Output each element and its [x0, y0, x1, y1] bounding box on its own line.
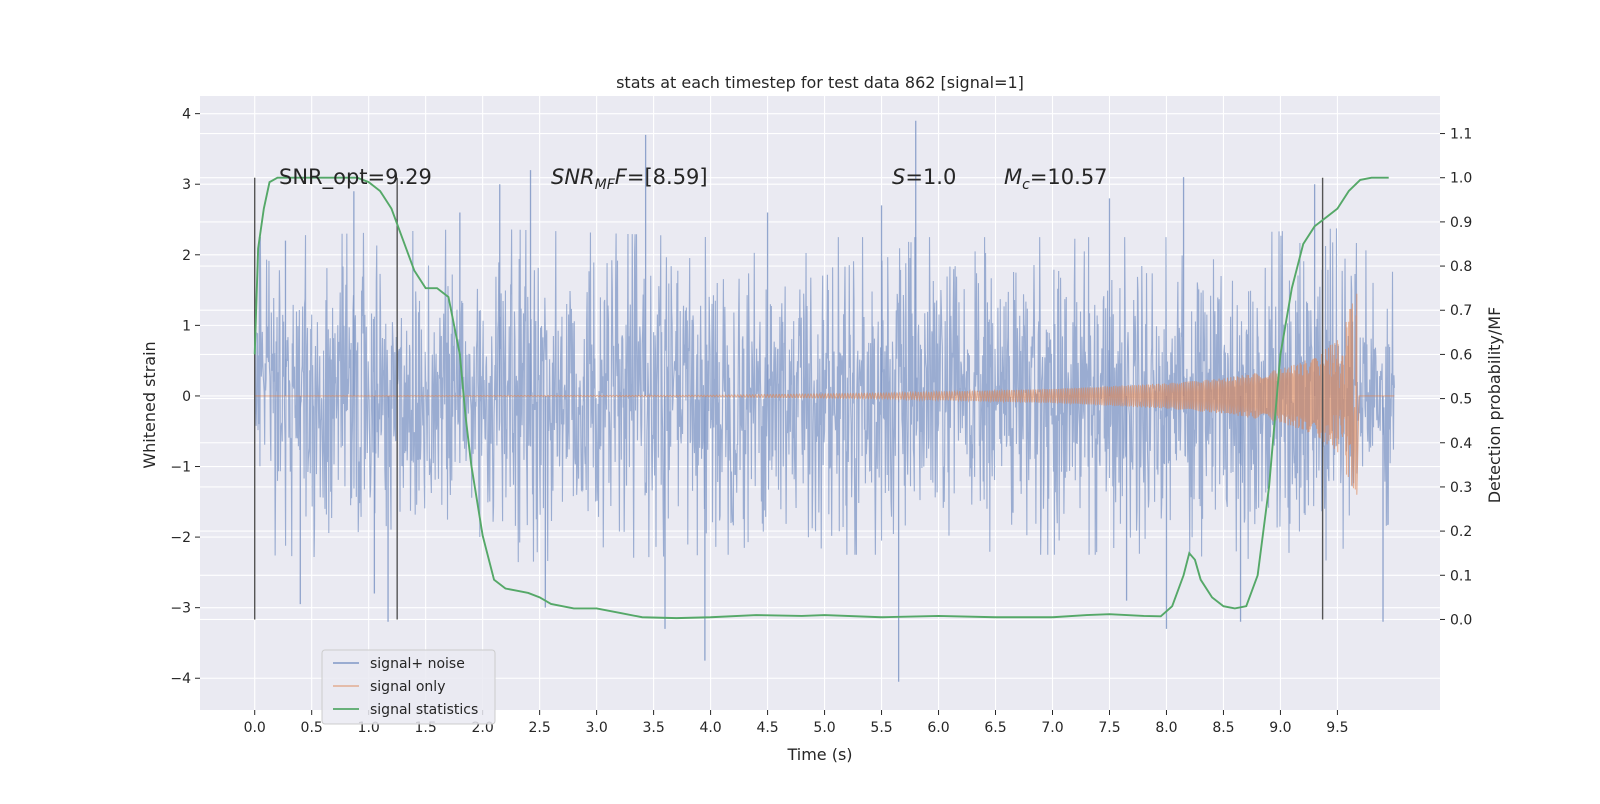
x-tick-label: 9.5 [1326, 720, 1348, 736]
legend-label-signal-only: signal only [370, 679, 445, 695]
x-tick-label: 3.0 [585, 720, 607, 736]
y-axis-right-ticks: 1.1 1.0 0.9 0.8 0.7 0.6 0.5 0.4 0.3 0.2 0.1 0.0 [1440, 127, 1472, 628]
y-right-tick-label: 0.8 [1450, 259, 1472, 275]
x-tick-label: 5.0 [813, 720, 835, 736]
y-tick-label: 1 [182, 318, 191, 334]
annotation-snr-opt: SNR_opt=9.29 [279, 165, 432, 190]
y-tick-label: 3 [182, 177, 191, 193]
annotation-mc: Mc=10.57 [1004, 165, 1108, 193]
y-tick-label: −3 [170, 601, 191, 617]
y-tick-label: −1 [170, 460, 191, 476]
vertical-markers [254, 177, 1324, 620]
x-tick-label: 7.5 [1098, 720, 1120, 736]
x-tick-label: 0.0 [244, 720, 266, 736]
x-tick-label: 7.0 [1041, 720, 1063, 736]
y-axis-ticks: 4 3 2 1 0 −1 −2 −3 −4 [170, 107, 200, 687]
y-right-tick-label: 0.2 [1450, 524, 1472, 540]
legend-box [321, 649, 496, 725]
y-right-tick-label: 0.5 [1450, 392, 1472, 408]
x-tick-label: 0.5 [301, 720, 323, 736]
signal-only-line [254, 293, 1395, 495]
x-tick-label: 6.5 [984, 720, 1006, 736]
legend-label-signal-noise: signal+ noise [370, 656, 465, 672]
x-axis-label: Time (s) [786, 745, 852, 764]
x-tick-label: 6.0 [927, 720, 949, 736]
y-right-tick-label: 1.1 [1450, 127, 1472, 143]
annotation-snr-mf: SNRMFF=[8.59] [551, 165, 708, 193]
signal-noise-line [254, 228, 1395, 563]
y-axis-label: Whitened strain [140, 341, 159, 468]
y-right-tick-label: 0.6 [1450, 347, 1472, 363]
x-tick-label: 4.5 [756, 720, 778, 736]
signal-only-series [254, 293, 1395, 495]
y-right-tick-label: 0.3 [1450, 480, 1472, 496]
annotation-s: S=1.0 [892, 165, 956, 189]
signal-statistics-series [253, 176, 1389, 620]
y-right-tick-label: 0.9 [1450, 215, 1472, 231]
y-right-tick-label: 0.4 [1450, 436, 1472, 452]
y-right-tick-label: 0.1 [1450, 568, 1472, 584]
x-axis-ticks: 0.0 0.5 1.0 1.5 2.0 2.5 3.0 3.5 4.0 4.5 5.0 5.5 6.0 6… [244, 710, 1349, 736]
legend-label-signal-statistics: signal statistics [370, 702, 478, 718]
y-tick-label: 2 [182, 248, 191, 264]
y-right-tick-label: 1.0 [1450, 171, 1472, 187]
x-tick-label: 8.5 [1212, 720, 1234, 736]
signal-statistics-line [253, 176, 1389, 620]
x-tick-label: 9.0 [1269, 720, 1291, 736]
y-tick-label: −2 [170, 530, 191, 546]
x-tick-label: 4.0 [699, 720, 721, 736]
y-tick-label: 0 [182, 389, 191, 405]
legend: signal+ noise signal only signal statist… [321, 649, 496, 725]
x-tick-label: 2.5 [528, 720, 550, 736]
y-tick-label: −4 [170, 671, 191, 687]
y-right-tick-label: 0.0 [1450, 612, 1472, 628]
x-tick-label: 3.5 [642, 720, 664, 736]
y-axis-right-label: Detection probability/MF [1485, 307, 1504, 504]
y-right-tick-label: 0.7 [1450, 303, 1472, 319]
chart-title: stats at each timestep for test data 862… [616, 73, 1024, 92]
y-tick-label: 4 [182, 107, 191, 123]
x-tick-label: 5.5 [870, 720, 892, 736]
x-tick-label: 8.0 [1155, 720, 1177, 736]
